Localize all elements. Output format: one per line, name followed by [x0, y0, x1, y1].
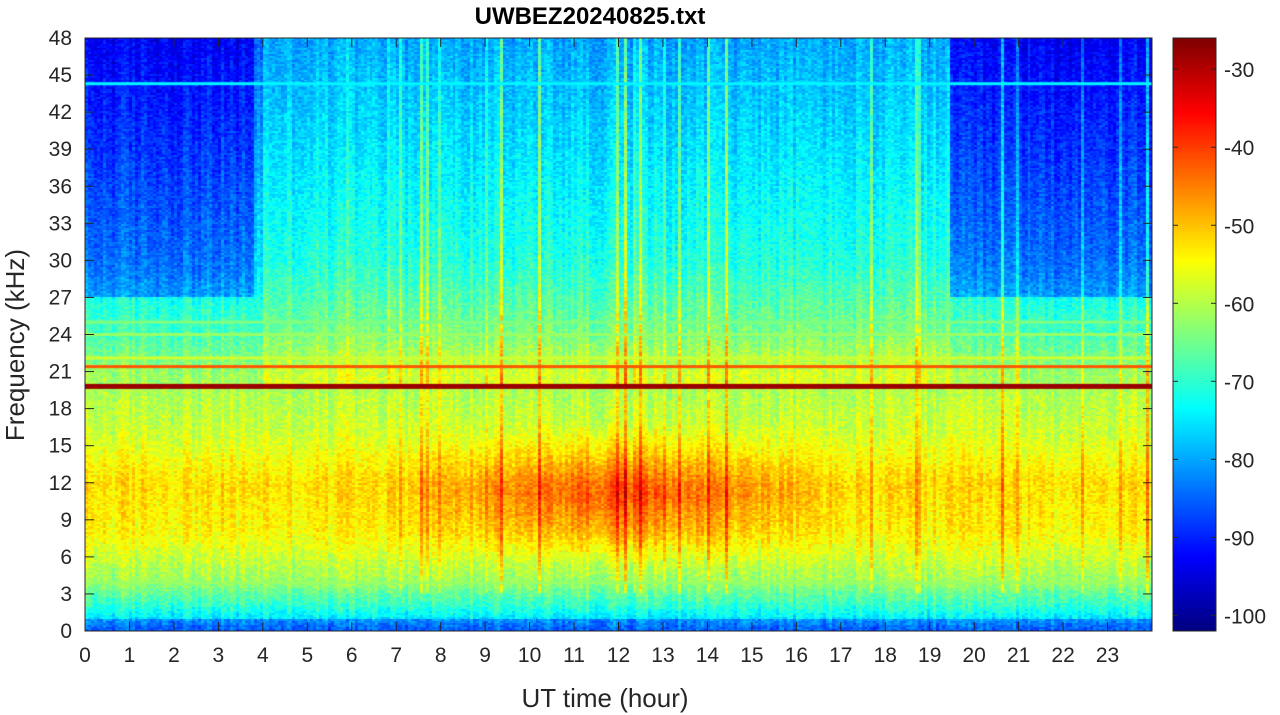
x-tick-label: 20 — [962, 644, 985, 667]
x-tick-label: 15 — [740, 644, 763, 667]
colorbar-tick-label: -80 — [1224, 449, 1254, 472]
y-axis-label: Frequency (kHz) — [0, 249, 30, 441]
y-tick-label: 12 — [49, 472, 72, 495]
colorbar-tick-label: -100 — [1224, 605, 1266, 628]
x-tick-label: 6 — [346, 644, 358, 667]
chart-title: UWBEZ20240825.txt — [475, 3, 706, 30]
colorbar-frame — [1172, 37, 1217, 632]
y-tick-label: 39 — [49, 138, 72, 161]
colorbar-axis: -100 -90 -80 -70 -60 -50 -40 -30 — [1173, 59, 1266, 628]
x-tick-label: 2 — [168, 644, 180, 667]
x-tick-label: 5 — [301, 644, 313, 667]
colorbar-tick-label: -30 — [1224, 59, 1254, 82]
y-tick-label: 33 — [49, 212, 72, 235]
x-tick-label: 19 — [918, 644, 941, 667]
y-tick-label: 21 — [49, 361, 72, 384]
colorbar: -100 -90 -80 -70 -60 -50 -40 -30 — [1172, 37, 1266, 632]
x-axis-label: UT time (hour) — [521, 683, 688, 713]
colorbar-tick-label: -60 — [1224, 293, 1254, 316]
x-tick-label: 11 — [563, 644, 585, 667]
x-tick-label: 17 — [829, 644, 852, 667]
x-tick-label: 21 — [1007, 644, 1030, 667]
y-tick-label: 15 — [49, 435, 72, 458]
x-tick-label: 3 — [213, 644, 225, 667]
plot-area — [84, 37, 1153, 632]
x-axis: 0 1 2 3 4 5 6 7 8 9 10 11 12 13 14 15 16 17 18 19 20 21 22 23 — [79, 38, 1119, 667]
x-tick-label: 14 — [696, 644, 720, 667]
colorbar-gradient — [1173, 38, 1216, 631]
x-tick-label: 0 — [79, 644, 91, 667]
y-tick-label: 6 — [60, 546, 72, 569]
colorbar-tick-label: -40 — [1224, 137, 1254, 160]
y-tick-label: 18 — [49, 398, 72, 421]
x-tick-label: 9 — [479, 644, 491, 667]
y-tick-label: 3 — [60, 583, 72, 606]
x-tick-label: 22 — [1051, 644, 1074, 667]
x-tick-label: 1 — [124, 644, 136, 667]
colorbar-tick-label: -90 — [1224, 527, 1254, 550]
x-tick-label: 7 — [390, 644, 402, 667]
spectrogram-heatmap — [85, 38, 1152, 631]
y-tick-label: 45 — [49, 64, 72, 87]
x-tick-label: 12 — [607, 644, 630, 667]
colorbar-tick-label: -70 — [1224, 371, 1254, 394]
y-tick-label: 0 — [60, 620, 72, 643]
x-tick-label: 16 — [785, 644, 808, 667]
y-tick-label: 24 — [49, 324, 73, 347]
y-tick-label: 36 — [49, 175, 72, 198]
x-tick-label: 10 — [518, 644, 541, 667]
y-tick-label: 48 — [49, 27, 72, 50]
x-tick-label: 23 — [1096, 644, 1119, 667]
x-tick-label: 4 — [257, 644, 269, 667]
y-tick-label: 30 — [49, 249, 72, 272]
y-tick-label: 9 — [60, 509, 72, 532]
colorbar-tick-label: -50 — [1224, 215, 1254, 238]
y-tick-label: 42 — [49, 101, 72, 124]
x-tick-label: 13 — [651, 644, 674, 667]
x-tick-label: 18 — [874, 644, 897, 667]
x-tick-label: 8 — [435, 644, 447, 667]
y-tick-label: 27 — [49, 286, 72, 309]
